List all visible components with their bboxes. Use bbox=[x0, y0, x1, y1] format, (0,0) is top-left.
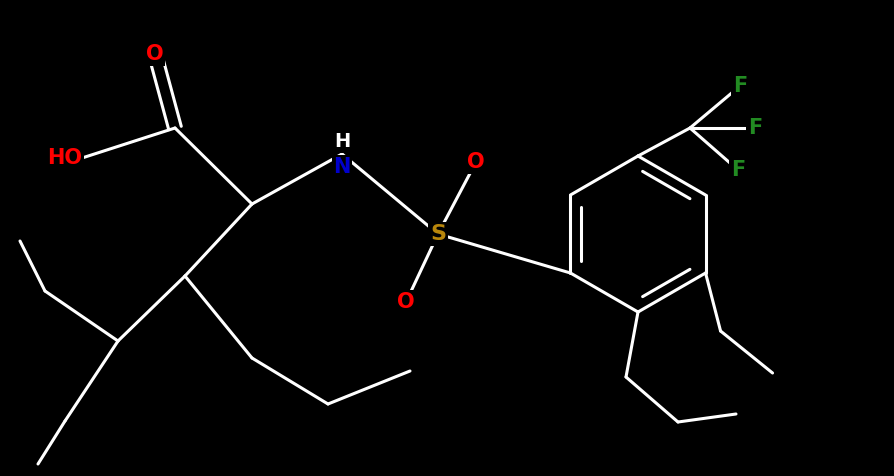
Text: S: S bbox=[429, 224, 445, 244]
Text: F: F bbox=[730, 160, 745, 180]
Text: N: N bbox=[333, 157, 350, 177]
Text: O: O bbox=[467, 152, 485, 172]
Text: O: O bbox=[146, 44, 164, 64]
Text: O: O bbox=[397, 292, 414, 312]
Text: F: F bbox=[732, 76, 746, 96]
Text: H: H bbox=[333, 132, 350, 151]
Text: F: F bbox=[747, 118, 762, 138]
Text: HO: HO bbox=[47, 148, 82, 168]
